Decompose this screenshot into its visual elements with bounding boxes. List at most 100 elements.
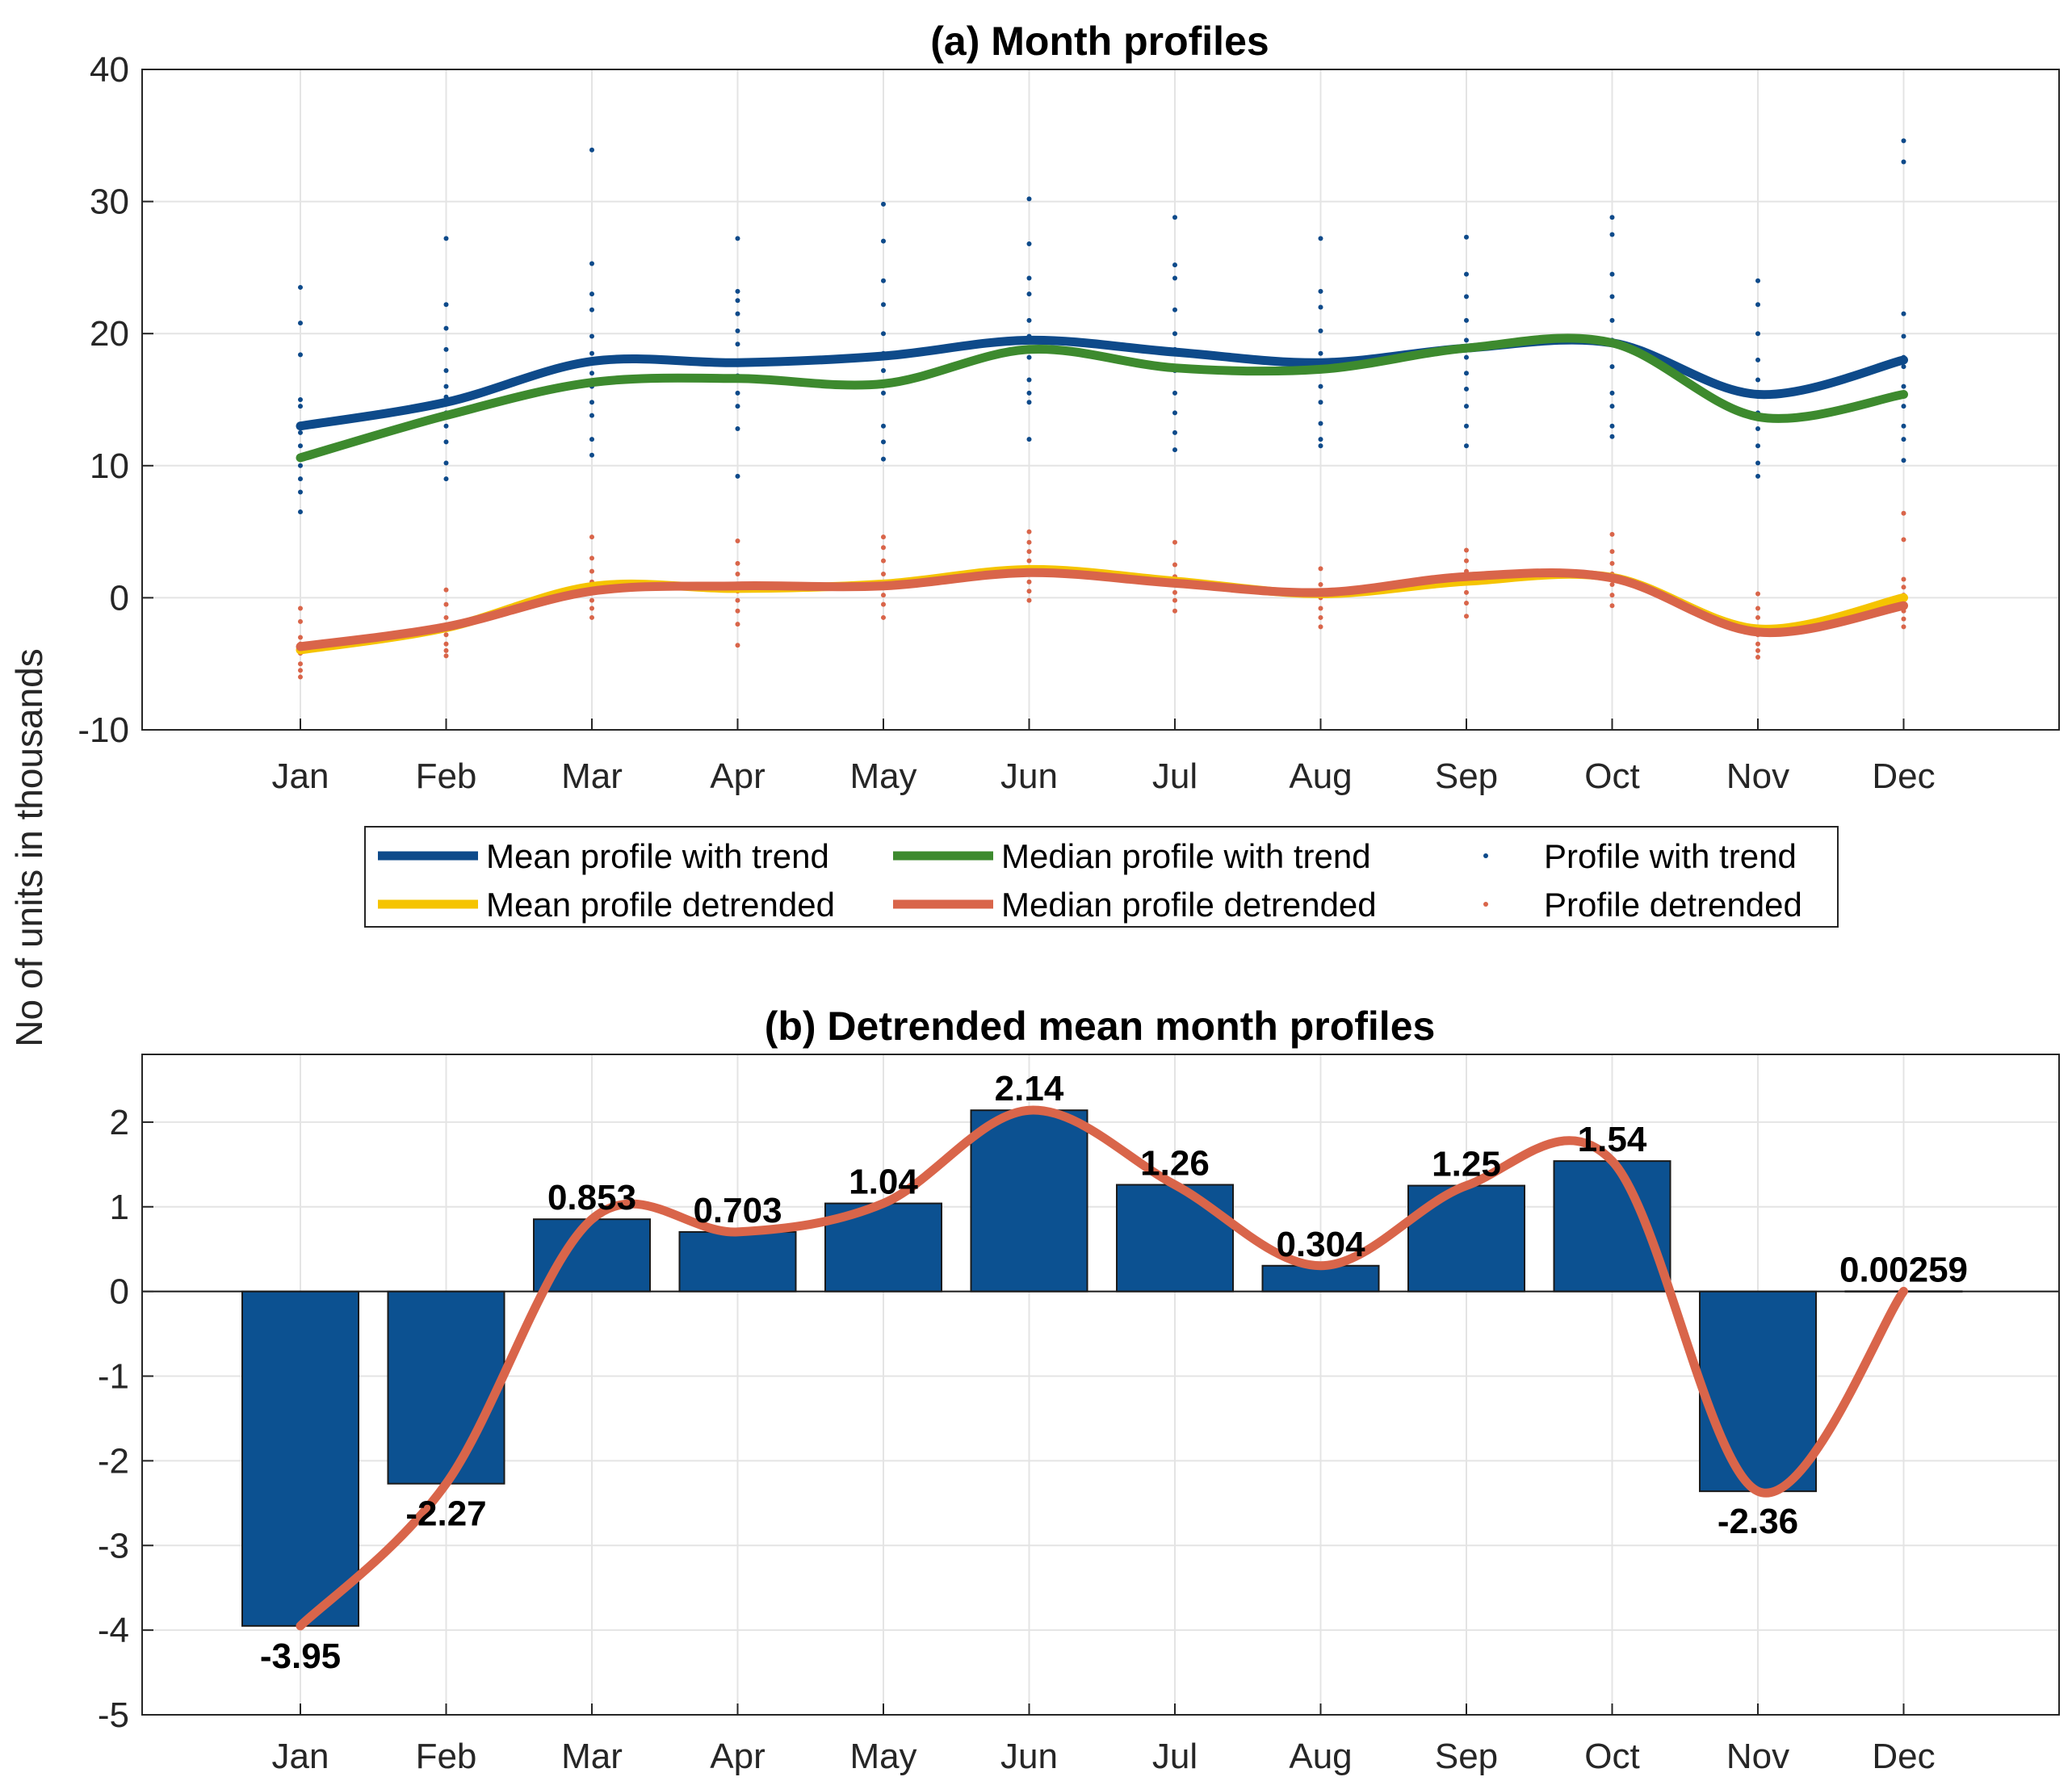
profile-with-trend-point [1464,317,1469,323]
profile-detrended-point [735,538,740,544]
b-ytick-label: -2 [98,1441,129,1481]
profile-detrended-point [735,622,740,627]
value-label-sep: 1.25 [1432,1145,1501,1184]
panel-b-bars [241,1109,1963,1627]
panel-b-axes-frame [141,1054,2060,1716]
profile-with-trend-point [1464,294,1469,300]
profile-detrended-point [589,555,594,561]
a-xtick-label: Apr [710,756,765,796]
profile-detrended-point [1755,614,1760,620]
profile-with-trend-point [1318,328,1323,333]
profile-detrended-point [1464,558,1469,564]
profile-with-trend-point [1755,278,1760,283]
profile-with-trend-point [443,236,449,241]
profile-with-trend-point [1755,425,1760,431]
panel-a-month-profiles: (a) Month profiles -10 0 10 20 30 40 Jan Feb Mar… [78,19,2060,928]
profile-with-trend-point [1172,307,1177,312]
a-ytick-label: 10 [90,446,129,486]
a-xtick-label: Jun [1000,756,1058,796]
profile-detrended-point [735,643,740,648]
profile-with-trend-point [298,284,303,290]
profile-detrended-point [1755,641,1760,647]
b-xtick-label: Nov [1726,1737,1789,1776]
profile-with-trend-point [735,390,740,396]
b-xtick-label: May [849,1737,916,1776]
profile-with-trend-point [1901,458,1906,463]
median-detrended-line [296,568,1908,652]
bar-feb [387,1290,505,1485]
profile-detrended-point [1318,582,1323,588]
profile-detrended-point [298,618,303,624]
b-xtick-label: Aug [1289,1737,1352,1776]
profile-detrended-point [1026,589,1032,594]
legend-profile-with-trend-label: Profile with trend [1544,837,1797,875]
a-xtick-label: Sep [1435,756,1498,796]
a-ytick-label: -10 [78,710,129,750]
panel-a-ticks: -10 0 10 20 30 40 Jan Feb Mar Apr May Jun Jul Aug Sep O… [78,50,1935,796]
profile-with-trend-point [1901,383,1906,389]
profile-detrended-point [1609,549,1615,555]
profile-with-trend-point [1901,437,1906,442]
b-xtick-label: Jan [272,1737,329,1776]
profile-detrended-point [735,608,740,614]
profile-detrended-point [1901,510,1906,516]
a-xtick-label: Dec [1872,756,1935,796]
median-with-trend-line [296,333,1908,463]
profile-with-trend-point [1609,390,1615,396]
b-xtick-label: Jun [1000,1737,1058,1776]
profile-with-trend-point [1026,317,1032,323]
b-xtick-label: Oct [1584,1737,1639,1776]
value-label-dec: 0.00259 [1839,1250,1968,1289]
profile-with-trend-point [735,328,740,333]
bar-oct [1553,1160,1671,1293]
a-ytick-label: 40 [90,50,129,90]
bar-sep [1407,1184,1525,1293]
profile-detrended-point [1464,547,1469,553]
profile-with-trend-point [1318,288,1323,294]
profile-with-trend-point [1901,159,1906,165]
profile-with-trend-point [1464,234,1469,240]
profile-with-trend-point [443,423,449,429]
profile-with-trend-point [1464,423,1469,429]
profile-detrended-point [1755,655,1760,660]
b-xtick-label: Dec [1872,1737,1935,1776]
b-xtick-label: Feb [416,1737,477,1776]
value-label-apr: 0.703 [693,1191,782,1230]
profile-with-trend-point [1755,302,1760,308]
profile-with-trend-point [1464,386,1469,392]
value-label-jan: -3.95 [260,1636,341,1676]
value-label-jul: 1.26 [1140,1144,1210,1184]
profile-detrended-point [1609,603,1615,609]
profile-with-trend-point [735,473,740,479]
profile-detrended-point [298,668,303,673]
profile-detrended-point [1172,608,1177,614]
profile-with-trend-point [298,463,303,468]
profile-detrended-point [1172,589,1177,595]
value-label-jun: 2.14 [995,1069,1064,1108]
profile-with-trend-point [1318,437,1323,442]
panel-b-title: (b) Detrended mean month profiles [765,1004,1436,1049]
profile-with-trend-point [1609,364,1615,370]
b-ytick-label: -1 [98,1357,129,1397]
panel-a-legend: Mean profile with trend Median profile wi… [364,826,1839,928]
a-ytick-label: 30 [90,182,129,222]
profile-detrended-point [443,632,449,638]
a-ytick-label: 20 [90,314,129,354]
profile-detrended-point [1318,566,1323,572]
b-ytick-label: -3 [98,1526,129,1565]
profile-detrended-point [1609,582,1615,588]
legend-box [364,826,1839,928]
profile-with-trend-point [1464,354,1469,360]
profile-with-trend-point [298,476,303,482]
profile-with-trend-point [1318,236,1323,241]
profile-with-trend-point [1464,371,1469,376]
value-label-feb: -2.27 [405,1494,486,1534]
profile-detrended-point [735,560,740,566]
profile-detrended-point [589,606,594,611]
value-label-may: 1.04 [849,1163,918,1202]
profile-with-trend-point [298,404,303,409]
profile-with-trend-point [735,342,740,347]
profile-detrended-point [443,647,449,653]
panel-b-detrended-bars: (b) Detrended mean month profiles -3.95 -… [98,1004,2060,1776]
profile-detrended-point [443,641,449,647]
